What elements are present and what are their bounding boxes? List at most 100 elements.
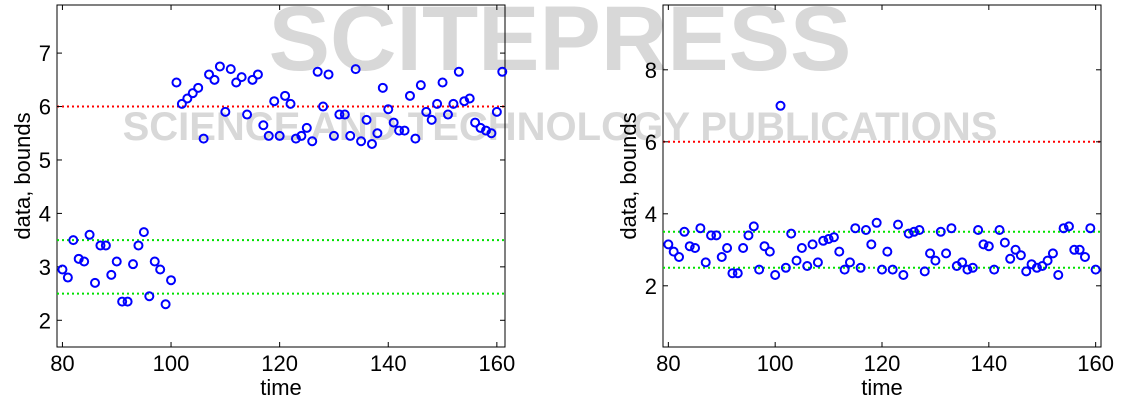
y-tick-label: 2 (39, 308, 51, 333)
data-point (748, 221, 759, 232)
data-point (128, 259, 139, 270)
data-point (706, 230, 717, 241)
data-point (695, 223, 706, 234)
data-point (1010, 244, 1021, 255)
data-point (796, 243, 807, 253)
data-point (415, 80, 426, 91)
data-point (866, 239, 877, 250)
y-tick-label: 4 (645, 202, 657, 227)
data-point (764, 246, 775, 257)
data-point (946, 223, 957, 234)
data-point (187, 88, 198, 99)
y-tick-label: 8 (645, 58, 657, 83)
data-point (339, 109, 350, 120)
data-point (57, 264, 68, 275)
data-point (818, 235, 829, 246)
data-point (437, 77, 448, 88)
data-point (214, 61, 225, 72)
data-point (882, 246, 893, 257)
data-point (1090, 264, 1101, 275)
data-point (193, 82, 204, 93)
data-point (225, 64, 236, 75)
data-point (122, 296, 133, 307)
data-point (312, 66, 323, 77)
x-tick-label: 80 (50, 351, 74, 376)
data-point (674, 252, 685, 262)
data-point (459, 96, 470, 107)
data-point (182, 93, 193, 104)
y-axis-label: data, bounds (10, 112, 35, 239)
data-point (780, 262, 791, 273)
data-point (280, 90, 291, 101)
data-point (155, 264, 166, 275)
data-point (812, 257, 823, 268)
data-point (941, 248, 952, 259)
plot-area (56, 4, 506, 348)
data-point (100, 240, 111, 251)
x-tick-label: 160 (478, 351, 515, 376)
data-point (898, 270, 909, 280)
data-point (432, 98, 443, 109)
data-point (252, 69, 263, 80)
data-point (1085, 223, 1096, 234)
data-point (919, 266, 930, 277)
data-point (73, 253, 84, 264)
data-point (138, 227, 149, 238)
data-point (296, 130, 307, 141)
data-point (700, 257, 711, 268)
data-point (925, 248, 936, 259)
data-point (983, 241, 994, 252)
data-point (117, 296, 128, 307)
data-point (893, 219, 904, 230)
data-point (791, 255, 802, 266)
data-point (68, 235, 79, 246)
data-point (839, 264, 850, 275)
data-point (345, 130, 356, 141)
data-point (1074, 244, 1085, 255)
data-point (738, 243, 749, 253)
x-tick-label: 160 (1077, 351, 1114, 376)
data-point (269, 96, 280, 107)
data-point (90, 277, 101, 288)
data-point (711, 230, 722, 241)
y-tick-label: 2 (645, 274, 657, 299)
data-point (491, 106, 502, 117)
data-point (802, 261, 813, 271)
x-tick-label: 120 (864, 351, 901, 376)
y-axis-label: data, bounds (616, 112, 641, 239)
data-point (144, 291, 155, 302)
data-point (967, 262, 978, 273)
data-point (690, 243, 701, 253)
data-point (421, 106, 432, 117)
data-point (323, 69, 334, 80)
data-point (743, 230, 754, 241)
data-point (470, 117, 481, 128)
data-point (242, 109, 253, 120)
data-point (877, 264, 887, 275)
data-point (679, 226, 690, 237)
data-point (1069, 244, 1080, 255)
data-point (62, 272, 73, 283)
data-point (871, 217, 882, 228)
data-point (775, 100, 786, 111)
data-point (935, 226, 946, 237)
data-point (828, 232, 839, 243)
data-point (957, 257, 968, 268)
data-point (887, 264, 898, 275)
x-tick-label: 140 (970, 351, 1007, 376)
data-point (410, 133, 421, 144)
data-point (388, 117, 399, 128)
data-point (160, 299, 171, 310)
data-point (1063, 221, 1074, 232)
data-point (1079, 252, 1090, 262)
data-point (236, 72, 247, 83)
data-point (850, 223, 861, 234)
data-point (684, 241, 695, 252)
data-point (111, 256, 122, 267)
data-point (79, 256, 90, 267)
data-point (732, 268, 743, 279)
data-point (453, 66, 464, 77)
y-tick-label: 7 (39, 41, 51, 66)
data-point (1042, 255, 1053, 266)
data-point (823, 234, 834, 244)
